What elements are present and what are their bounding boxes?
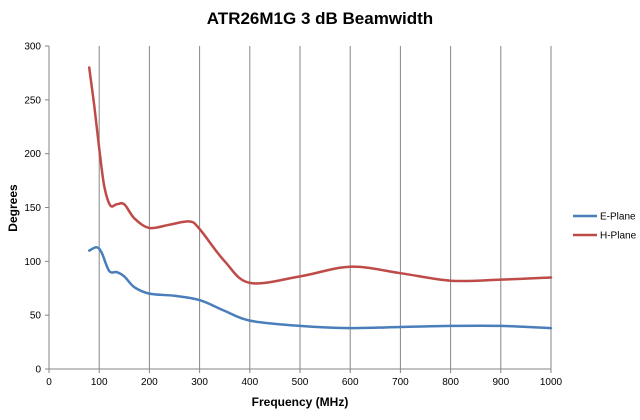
y-tick-label-2: 100 — [24, 257, 41, 268]
chart-title: ATR26M1G 3 dB Beamwidth — [207, 9, 433, 28]
x-tick-label-4: 400 — [241, 377, 258, 388]
x-tick-labels: 0 100 200 300 400 500 600 700 800 900 1000 — [46, 369, 563, 388]
grid — [98, 46, 552, 369]
y-tick-label-6: 300 — [24, 42, 41, 53]
x-axis-label: Frequency (MHz) — [252, 395, 349, 409]
x-tick-label-0: 0 — [46, 377, 52, 388]
x-tick-label-7: 700 — [392, 377, 409, 388]
y-axis-label: Degrees — [6, 184, 20, 232]
x-tick-label-5: 500 — [292, 377, 309, 388]
y-tick-label-1: 50 — [30, 311, 42, 322]
series-line-h-plane — [87, 66, 553, 285]
y-tick-labels: 0 50 100 150 200 250 300 — [24, 42, 49, 376]
y-tick-label-0: 0 — [35, 365, 41, 376]
x-tick-label-6: 600 — [342, 377, 359, 388]
series-line-e-plane — [87, 246, 553, 330]
x-tick-label-9: 900 — [492, 377, 509, 388]
y-tick-label-4: 200 — [24, 149, 41, 160]
y-tick-label-5: 250 — [24, 95, 41, 106]
x-tick-label-3: 300 — [191, 377, 208, 388]
x-tick-label-2: 200 — [141, 377, 158, 388]
x-tick-label-1: 100 — [91, 377, 108, 388]
legend-label-h-plane: H-Plane — [600, 231, 637, 242]
legend-label-e-plane: E-Plane — [600, 212, 636, 223]
legend: E-Plane H-Plane — [573, 212, 637, 242]
series-lines — [87, 66, 553, 330]
x-tick-label-8: 800 — [442, 377, 459, 388]
x-tick-label-10: 1000 — [540, 377, 563, 388]
y-tick-label-3: 150 — [24, 203, 41, 214]
